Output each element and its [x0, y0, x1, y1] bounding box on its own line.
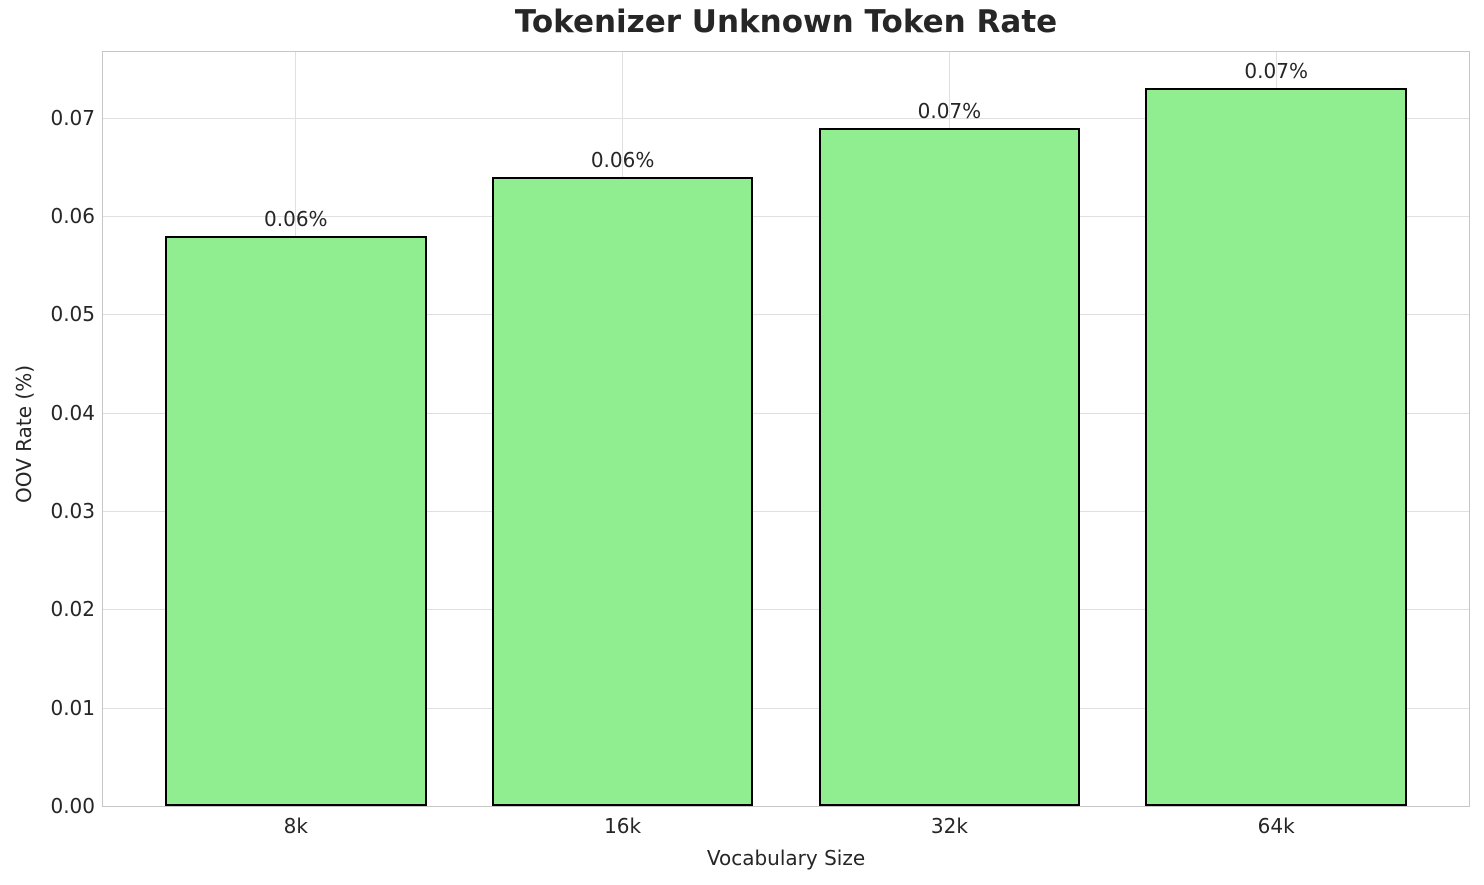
bar-32k: [818, 127, 1081, 806]
gridline-horizontal: [103, 707, 1469, 709]
bar-64k: [1145, 88, 1407, 806]
y-tick-label: 0.03: [50, 499, 95, 524]
gridline-horizontal: [103, 216, 1469, 218]
y-tick-label: 0.01: [50, 695, 95, 720]
bar-value-label: 0.07%: [917, 98, 982, 123]
bar-16k: [491, 176, 754, 806]
chart-title: Tokenizer Unknown Token Rate: [514, 4, 1058, 40]
gridline-horizontal: [103, 314, 1469, 316]
bar-8k: [165, 235, 427, 806]
y-tick-label: 0.06: [50, 204, 95, 229]
x-axis-label: Vocabulary Size: [706, 846, 866, 870]
gridline-horizontal: [103, 412, 1469, 414]
gridline-horizontal: [103, 511, 1469, 513]
y-axis-label: OOV Rate (%): [12, 365, 36, 503]
gridline-horizontal: [103, 609, 1469, 611]
x-tick-label: 64k: [1257, 814, 1295, 838]
x-tick-label: 32k: [930, 814, 968, 838]
gridline-horizontal: [103, 117, 1469, 119]
y-tick-label: 0.04: [50, 400, 95, 425]
plot-area: 0.06% 0.06% 0.07% 0.07%: [102, 51, 1470, 807]
y-tick-label: 0.07: [50, 105, 95, 130]
bar-value-label: 0.06%: [264, 206, 328, 231]
x-tick-label: 8k: [283, 814, 308, 838]
y-tick-label: 0.00: [50, 794, 95, 818]
y-tick-label: 0.02: [50, 597, 95, 622]
bar-value-label: 0.07%: [1244, 59, 1308, 84]
y-tick-label: 0.05: [50, 302, 95, 327]
bar-value-label: 0.06%: [590, 147, 655, 172]
x-tick-label: 16k: [604, 814, 642, 838]
